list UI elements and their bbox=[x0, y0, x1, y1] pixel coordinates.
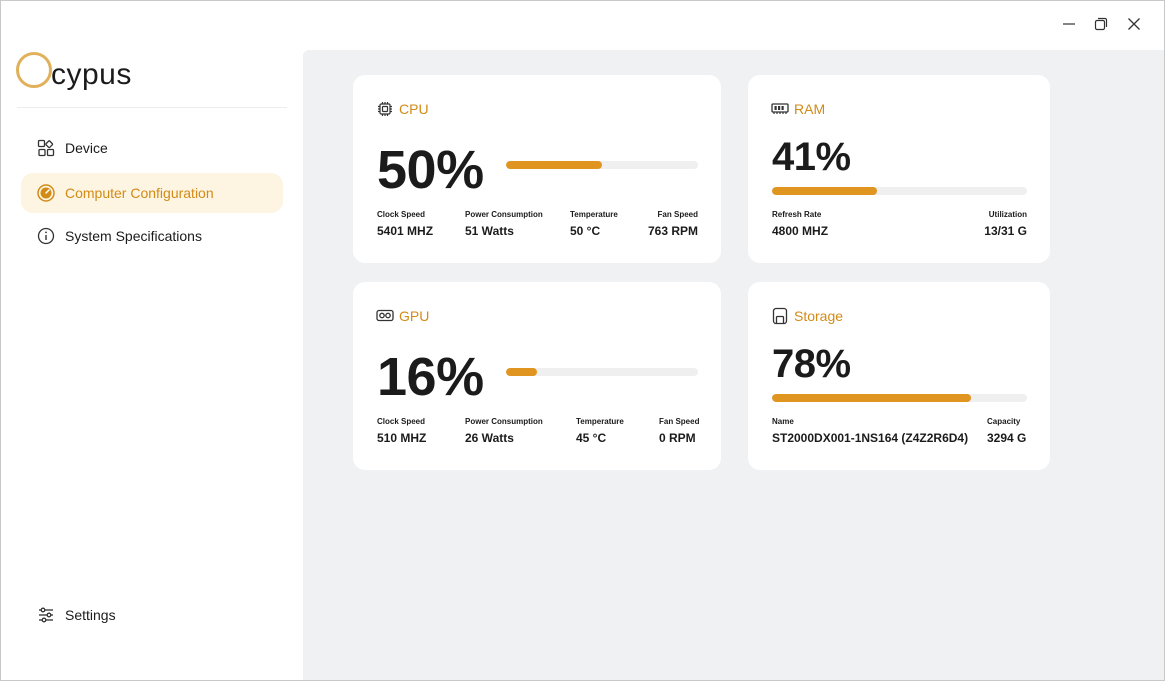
stat-clock-speed: Clock Speed 510 MHZ bbox=[377, 417, 426, 445]
stat-power-consumption: Power Consumption 51 Watts bbox=[465, 210, 543, 238]
sidebar-item-label: Device bbox=[65, 140, 108, 156]
sidebar-item-system-specifications[interactable]: System Specifications bbox=[21, 216, 283, 256]
gauge-icon bbox=[36, 183, 56, 203]
stat-label: Temperature bbox=[570, 210, 618, 219]
gpu-card: GPU 16% Clock Speed 510 MHZ Power Consum… bbox=[353, 282, 721, 470]
stat-value: 0 RPM bbox=[659, 431, 696, 445]
info-icon bbox=[36, 226, 56, 246]
card-header: RAM bbox=[771, 100, 825, 118]
stat-value: 50 °C bbox=[570, 224, 601, 238]
storage-card: Storage 78% Name ST2000DX001-1NS164 (Z4Z… bbox=[748, 282, 1050, 470]
stat-refresh-rate: Refresh Rate 4800 MHZ bbox=[772, 210, 828, 238]
usage-percent: 16% bbox=[377, 347, 484, 407]
card-title: RAM bbox=[794, 101, 826, 117]
stat-name: Name ST2000DX001-1NS164 (Z4Z2R6D4) bbox=[772, 417, 968, 445]
stat-label: Utilization bbox=[988, 210, 1027, 219]
sliders-icon bbox=[36, 605, 56, 625]
stat-value: 51 Watts bbox=[465, 224, 514, 238]
memory-icon bbox=[771, 100, 789, 118]
ram-card: RAM 41% Refresh Rate 4800 MHZ Utilizatio… bbox=[748, 75, 1050, 263]
close-icon[interactable] bbox=[1122, 12, 1146, 36]
stat-label: Fan Speed bbox=[657, 210, 698, 219]
sidebar-item-computer-configuration[interactable]: Computer Configuration bbox=[21, 173, 283, 213]
stat-value: 45 °C bbox=[576, 431, 607, 445]
drive-icon bbox=[771, 307, 789, 325]
usage-bar bbox=[506, 368, 698, 376]
logo-text: cypus bbox=[51, 58, 132, 91]
stat-clock-speed: Clock Speed 5401 MHZ bbox=[377, 210, 433, 238]
card-header: CPU bbox=[376, 100, 429, 118]
stat-value: ST2000DX001-1NS164 (Z4Z2R6D4) bbox=[772, 431, 969, 445]
sidebar-item-settings[interactable]: Settings bbox=[21, 595, 283, 635]
stat-label: Clock Speed bbox=[377, 210, 426, 219]
usage-bar bbox=[772, 187, 1027, 195]
card-title: CPU bbox=[399, 101, 429, 117]
main-panel: CPU 50% Clock Speed 5401 MHZ Power Consu… bbox=[303, 50, 1164, 680]
stat-label: Power Consumption bbox=[465, 417, 543, 426]
cpu-card: CPU 50% Clock Speed 5401 MHZ Power Consu… bbox=[353, 75, 721, 263]
stat-label: Clock Speed bbox=[377, 417, 426, 426]
stat-value: 26 Watts bbox=[465, 431, 514, 445]
stat-fan-speed: Fan Speed 0 RPM bbox=[659, 417, 699, 445]
stat-temperature: Temperature 45 °C bbox=[576, 417, 624, 445]
usage-bar-fill bbox=[506, 161, 602, 169]
stat-label: Capacity bbox=[987, 417, 1021, 426]
sidebar-item-device[interactable]: Device bbox=[21, 128, 283, 168]
usage-percent: 78% bbox=[772, 342, 851, 386]
sidebar-item-label: Settings bbox=[65, 607, 116, 623]
stat-label: Power Consumption bbox=[465, 210, 543, 219]
usage-percent: 50% bbox=[377, 140, 484, 200]
stat-power-consumption: Power Consumption 26 Watts bbox=[465, 417, 543, 445]
stat-value: 763 RPM bbox=[647, 224, 698, 238]
usage-percent: 41% bbox=[772, 135, 851, 179]
stat-value: 13/31 G bbox=[984, 224, 1027, 238]
stat-label: Refresh Rate bbox=[772, 210, 822, 219]
stat-label: Temperature bbox=[576, 417, 624, 426]
usage-bar-fill bbox=[772, 187, 877, 195]
sidebar-item-label: Computer Configuration bbox=[65, 185, 214, 201]
logo-ring-icon bbox=[16, 52, 52, 88]
stat-capacity: Capacity 3294 G bbox=[987, 417, 1026, 445]
stat-temperature: Temperature 50 °C bbox=[570, 210, 618, 238]
grid-icon bbox=[36, 138, 56, 158]
card-title: Storage bbox=[794, 308, 844, 324]
sidebar-item-label: System Specifications bbox=[65, 228, 202, 244]
sidebar-divider bbox=[17, 107, 287, 108]
stat-value: 4800 MHZ bbox=[772, 224, 829, 238]
chip-icon bbox=[376, 100, 394, 118]
stat-label: Fan Speed bbox=[659, 417, 700, 426]
usage-bar-fill bbox=[506, 368, 537, 376]
usage-bar bbox=[772, 394, 1027, 402]
stat-fan-speed: Fan Speed 763 RPM bbox=[648, 210, 698, 238]
usage-bar bbox=[506, 161, 698, 169]
stat-value: 5401 MHZ bbox=[377, 224, 434, 238]
stat-label: Name bbox=[772, 417, 794, 426]
card-header: Storage bbox=[771, 307, 843, 325]
card-title: GPU bbox=[399, 308, 430, 324]
graphics-card-icon bbox=[376, 307, 394, 325]
restore-icon[interactable] bbox=[1089, 12, 1113, 36]
app-logo: cypus bbox=[16, 48, 132, 92]
card-header: GPU bbox=[376, 307, 429, 325]
sidebar: cypus Device Compute bbox=[1, 1, 303, 680]
minimize-icon[interactable] bbox=[1057, 12, 1081, 36]
stat-value: 510 MHZ bbox=[377, 431, 427, 445]
stat-utilization: Utilization 13/31 G bbox=[984, 210, 1027, 238]
stat-value: 3294 G bbox=[987, 431, 1027, 445]
usage-bar-fill bbox=[772, 394, 971, 402]
